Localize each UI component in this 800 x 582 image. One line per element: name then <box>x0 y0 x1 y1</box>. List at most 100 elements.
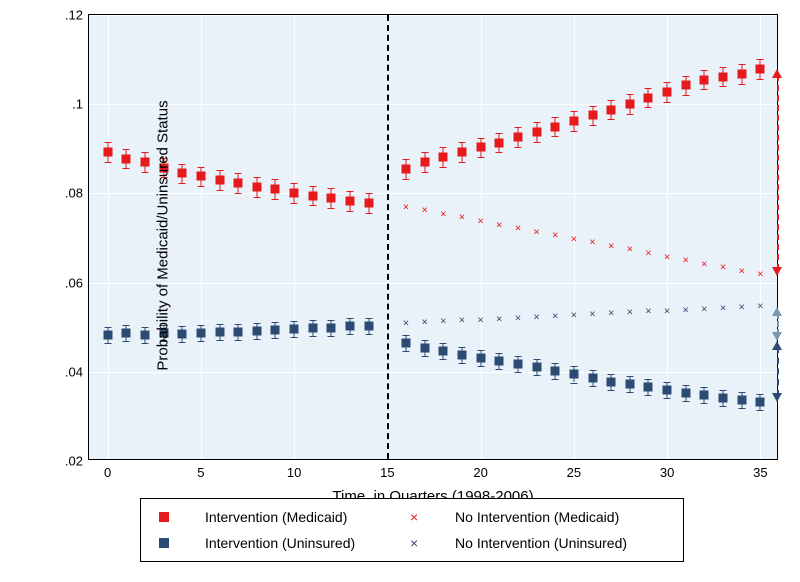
data-point-square <box>625 99 634 108</box>
error-bar-cap <box>421 340 428 341</box>
error-bar-cap <box>272 199 279 200</box>
arrow-head-up <box>772 341 782 350</box>
data-point-square <box>719 393 728 402</box>
error-bar-cap <box>216 170 223 171</box>
data-point-square <box>215 328 224 337</box>
error-bar-cap <box>141 152 148 153</box>
y-tick-label: .06 <box>65 275 83 290</box>
x-tick-label: 25 <box>567 465 581 480</box>
error-bar-cap <box>421 172 428 173</box>
error-bar-cap <box>701 403 708 404</box>
error-bar-cap <box>664 82 671 83</box>
data-point-x: × <box>664 252 670 263</box>
data-point-square <box>252 327 261 336</box>
data-point-square <box>476 354 485 363</box>
error-bar-cap <box>235 324 242 325</box>
data-point-x: × <box>683 305 689 316</box>
error-bar-cap <box>216 340 223 341</box>
error-bar-cap <box>328 188 335 189</box>
error-bar-cap <box>104 327 111 328</box>
error-bar-cap <box>440 147 447 148</box>
error-bar-cap <box>216 324 223 325</box>
y-tick-label: .1 <box>72 97 83 112</box>
data-point-square <box>103 147 112 156</box>
legend-label: Intervention (Uninsured) <box>205 535 397 551</box>
data-point-square <box>663 87 672 96</box>
error-bar-cap <box>104 162 111 163</box>
data-point-x: × <box>440 317 446 328</box>
error-bar-cap <box>496 369 503 370</box>
error-bar-cap <box>570 366 577 367</box>
data-point-x: × <box>515 313 521 324</box>
error-bar-cap <box>626 392 633 393</box>
error-bar-cap <box>514 356 521 357</box>
error-bar-cap <box>477 350 484 351</box>
gridline-horizontal <box>89 15 777 16</box>
error-bar-cap <box>757 394 764 395</box>
y-tick-label: .08 <box>65 186 83 201</box>
data-point-square <box>308 324 317 333</box>
data-point-x: × <box>552 231 558 242</box>
error-bar-cap <box>235 193 242 194</box>
data-point-square <box>420 158 429 167</box>
error-bar-cap <box>197 186 204 187</box>
data-point-x: × <box>496 314 502 325</box>
data-point-square <box>700 390 709 399</box>
intervention-vline <box>387 15 389 459</box>
data-point-x: × <box>571 234 577 245</box>
error-bar-cap <box>328 320 335 321</box>
error-bar-cap <box>682 385 689 386</box>
y-tick-label: .02 <box>65 454 83 469</box>
data-point-square <box>532 363 541 372</box>
data-point-x: × <box>421 318 427 329</box>
error-bar-cap <box>738 408 745 409</box>
error-bar-cap <box>403 351 410 352</box>
error-bar-cap <box>645 395 652 396</box>
error-bar-cap <box>253 177 260 178</box>
x-tick-label: 20 <box>473 465 487 480</box>
error-bar-cap <box>141 327 148 328</box>
data-point-x: × <box>757 270 763 281</box>
error-bar-cap <box>291 321 298 322</box>
error-bar-cap <box>682 76 689 77</box>
error-bar-cap <box>272 338 279 339</box>
error-bar-cap <box>347 191 354 192</box>
error-bar-cap <box>626 94 633 95</box>
error-bar-cap <box>365 318 372 319</box>
error-bar-cap <box>682 401 689 402</box>
data-point-x: × <box>720 263 726 274</box>
data-point-square <box>551 367 560 376</box>
data-point-x: × <box>701 304 707 315</box>
error-bar-cap <box>141 343 148 344</box>
data-point-square <box>495 357 504 366</box>
arrow-head-down <box>772 393 782 402</box>
error-bar-cap <box>440 359 447 360</box>
data-point-x: × <box>701 259 707 270</box>
data-point-square <box>663 386 672 395</box>
error-bar-cap <box>123 149 130 150</box>
error-bar-cap <box>328 208 335 209</box>
error-bar-cap <box>738 64 745 65</box>
data-point-square <box>402 164 411 173</box>
data-point-square <box>495 138 504 147</box>
data-point-x: × <box>403 319 409 330</box>
error-bar-cap <box>421 356 428 357</box>
error-bar-cap <box>272 179 279 180</box>
data-point-square <box>234 179 243 188</box>
error-bar-cap <box>552 363 559 364</box>
x-tick-label: 15 <box>380 465 394 480</box>
data-point-square <box>625 380 634 389</box>
x-tick-label: 0 <box>104 465 111 480</box>
data-point-square <box>140 158 149 167</box>
error-bar-cap <box>235 173 242 174</box>
effect-arrow-line <box>777 75 779 270</box>
data-point-x: × <box>533 312 539 323</box>
legend: Intervention (Medicaid)×No Intervention … <box>140 498 684 562</box>
error-bar-cap <box>645 88 652 89</box>
legend-marker-x: × <box>405 510 423 524</box>
data-point-square <box>346 196 355 205</box>
error-bar-cap <box>533 142 540 143</box>
data-point-x: × <box>589 310 595 321</box>
error-bar-cap <box>458 347 465 348</box>
plot-area: ××××××××××××××××××××××××××××××××××××××××… <box>88 14 778 460</box>
